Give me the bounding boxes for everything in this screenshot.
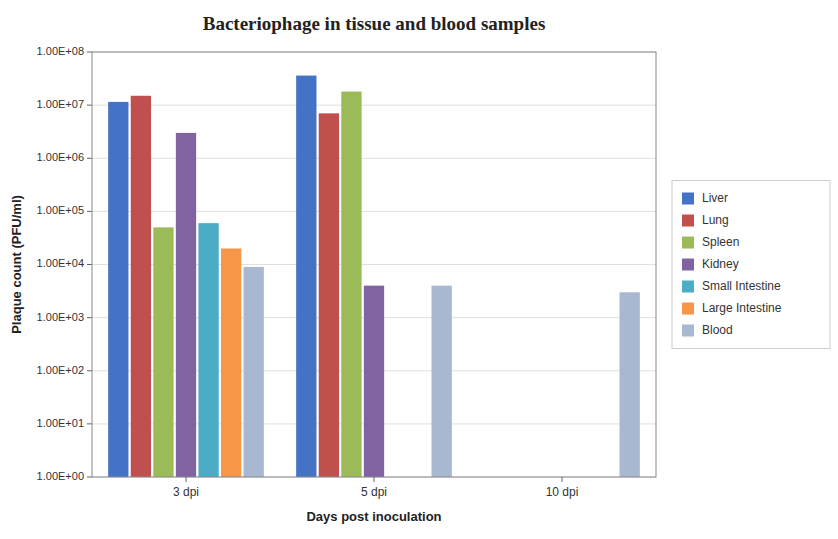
bar [221, 249, 241, 477]
y-tick-label: 1.00E+00 [37, 470, 84, 482]
legend-swatch [682, 281, 694, 293]
bar [131, 96, 151, 477]
bar [153, 227, 173, 477]
plot-frame [92, 52, 656, 477]
legend-label: Lung [702, 213, 729, 227]
y-tick-label: 1.00E+01 [37, 417, 84, 429]
legend-label: Spleen [702, 235, 739, 249]
legend-swatch [682, 259, 694, 271]
legend-swatch [682, 325, 694, 337]
bar [432, 286, 452, 477]
legend-swatch [682, 215, 694, 227]
legend-box [672, 181, 830, 349]
grid-line [92, 105, 656, 106]
y-tick-label: 1.00E+04 [37, 257, 84, 269]
y-axis-label: Plaque count (PFU/ml) [9, 195, 24, 334]
y-tick-label: 1.00E+02 [37, 364, 84, 376]
legend: Liver Lung Spleen Kidney Small Intestine Larg… [672, 181, 830, 349]
bars [108, 76, 640, 477]
y-tick [87, 105, 92, 106]
x-tick-label: 10 dpi [546, 485, 579, 499]
bar [108, 102, 128, 477]
y-tick-label: 1.00E+07 [37, 98, 84, 110]
plot-area [92, 52, 656, 477]
legend-swatch [682, 303, 694, 315]
bar [620, 292, 640, 477]
title: Bacteriophage in tissue and blood sample… [203, 13, 546, 34]
bar [296, 76, 316, 477]
x-tick [562, 477, 563, 482]
legend-label: Blood [702, 323, 733, 337]
y-tick [87, 158, 92, 159]
y-tick-label: 1.00E+03 [37, 311, 84, 323]
bar [244, 267, 264, 477]
legend-label: Kidney [702, 257, 739, 271]
x-tick-label: 5 dpi [361, 485, 387, 499]
y-tick [87, 370, 92, 371]
x-tick [186, 477, 187, 482]
bar [198, 223, 218, 477]
y-tick [87, 211, 92, 212]
chart: 1.00E+00 1.00E+01 1.00E+02 1.00E+03 1.00E+04… [0, 0, 838, 539]
x-tick-label: 3 dpi [173, 485, 199, 499]
bar [176, 133, 196, 477]
legend-swatch [682, 193, 694, 205]
background [0, 0, 838, 539]
x-tick [374, 477, 375, 482]
y-tick [87, 423, 92, 424]
y-tick-label: 1.00E+06 [37, 151, 84, 163]
x-axis-label: Days post inoculation [306, 509, 441, 524]
y-tick [87, 52, 92, 53]
y-tick [87, 264, 92, 265]
legend-swatch [682, 237, 694, 249]
y-tick [87, 477, 92, 478]
y-tick [87, 317, 92, 318]
bar [364, 286, 384, 477]
bar [341, 92, 361, 477]
bar [319, 113, 339, 477]
legend-label: Liver [702, 191, 728, 205]
legend-label: Small Intestine [702, 279, 781, 293]
legend-label: Large Intestine [702, 301, 782, 315]
y-tick-label: 1.00E+05 [37, 204, 84, 216]
y-tick-label: 1.00E+08 [37, 45, 84, 57]
